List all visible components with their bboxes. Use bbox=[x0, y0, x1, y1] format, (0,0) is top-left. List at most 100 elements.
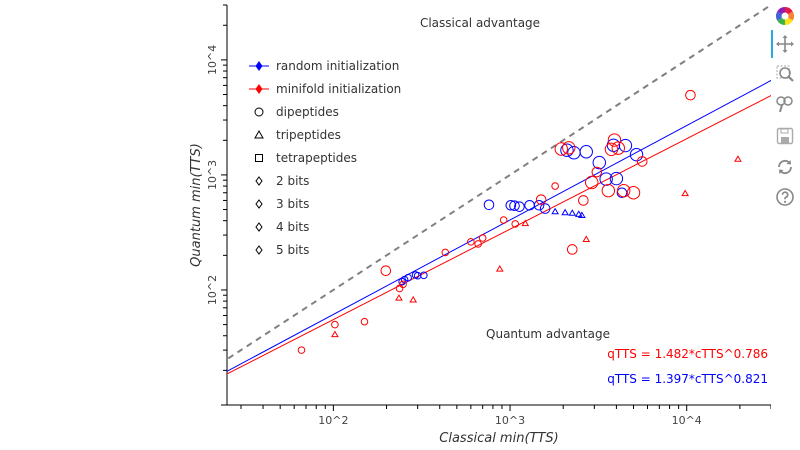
legend-entry: dipeptides bbox=[254, 105, 339, 119]
data-point-circle bbox=[554, 142, 568, 156]
data-point-triangle bbox=[681, 189, 690, 197]
data-point-circle bbox=[331, 320, 339, 329]
save-tool[interactable] bbox=[771, 122, 799, 150]
box-zoom-icon bbox=[776, 65, 794, 82]
bokeh-logo-icon bbox=[775, 6, 795, 26]
legend-entry: minifold initialization bbox=[249, 82, 401, 96]
data-point-circle bbox=[560, 143, 574, 157]
fit-label-minifold: qTTS = 1.482*cTTS^0.786 bbox=[607, 347, 768, 361]
data-point-circle bbox=[617, 183, 631, 198]
data-point-circle bbox=[478, 234, 487, 242]
reset-tool[interactable] bbox=[771, 153, 799, 181]
legend-label: 4 bits bbox=[276, 220, 309, 234]
x-axis-label: Classical min(TTS) bbox=[439, 431, 558, 446]
data-point-circle bbox=[636, 156, 648, 167]
box-zoom-tool[interactable] bbox=[771, 60, 799, 88]
data-point-circle bbox=[601, 183, 616, 198]
data-point-circle bbox=[567, 146, 581, 160]
data-point-circle bbox=[514, 201, 525, 212]
legend-entry: 3 bits bbox=[255, 197, 309, 211]
data-point-circle bbox=[579, 145, 593, 159]
legend-entry: random initialization bbox=[249, 59, 399, 73]
data-point-circle bbox=[629, 147, 644, 162]
data-point-circle bbox=[441, 248, 450, 257]
data-point-triangle bbox=[568, 209, 577, 216]
legend-triangle-marker bbox=[254, 129, 264, 139]
legend-label: tetrapeptides bbox=[276, 151, 357, 165]
wheel-zoom-tool[interactable] bbox=[771, 90, 799, 118]
save-icon bbox=[776, 127, 794, 145]
data-point-circle bbox=[467, 238, 475, 246]
random-fit-line bbox=[227, 79, 771, 372]
legend-label: 3 bits bbox=[276, 197, 309, 211]
data-point-triangle bbox=[574, 210, 583, 217]
data-point-circle bbox=[524, 199, 535, 211]
data-point-circle bbox=[505, 199, 517, 211]
plot-toolbar bbox=[771, 0, 800, 220]
data-point-triangle bbox=[582, 235, 591, 243]
data-point-circle bbox=[551, 182, 559, 190]
data-point-circle bbox=[611, 141, 625, 155]
x-tick-label: 10^2 bbox=[318, 414, 348, 427]
data-point-circle bbox=[535, 194, 547, 205]
data-point-triangle bbox=[561, 208, 569, 216]
y-tick-label: 10^4 bbox=[206, 45, 219, 75]
legend-diamond-marker bbox=[255, 84, 263, 94]
legend-entry: 4 bits bbox=[255, 220, 309, 234]
legend-diamond-marker bbox=[255, 61, 263, 71]
legend-entry: tripeptides bbox=[254, 128, 341, 142]
legend-entry: 2 bits bbox=[255, 174, 309, 188]
data-point-triangle bbox=[395, 294, 403, 301]
data-point-circle bbox=[562, 141, 576, 155]
legend-entry: 5 bits bbox=[255, 243, 309, 257]
data-point-circle bbox=[509, 200, 520, 212]
data-point-circle bbox=[607, 133, 622, 147]
pan-icon bbox=[776, 35, 794, 53]
pan-tool[interactable] bbox=[771, 30, 799, 58]
data-point-circle bbox=[380, 265, 392, 277]
data-point-circle bbox=[399, 280, 407, 289]
help-tool[interactable] bbox=[771, 183, 799, 211]
data-point-triangle bbox=[551, 207, 560, 215]
legend-circle-marker bbox=[254, 107, 264, 117]
y-tick-label: 10^2 bbox=[206, 275, 219, 305]
data-point-circle bbox=[591, 166, 603, 178]
fit-label-random: qTTS = 1.397*cTTS^0.821 bbox=[607, 372, 768, 386]
minifold-fit-line bbox=[227, 95, 771, 375]
legend-diamond-marker bbox=[255, 199, 263, 209]
legend-diamond-marker bbox=[255, 222, 263, 232]
legend-label: dipeptides bbox=[276, 105, 339, 119]
data-point-circle bbox=[616, 187, 628, 199]
bokeh-logo[interactable] bbox=[771, 2, 799, 30]
legend-diamond-marker bbox=[255, 176, 263, 186]
y-tick-label: 10^3 bbox=[206, 160, 219, 190]
quantum-advantage-label: Quantum advantage bbox=[486, 327, 610, 341]
data-point-circle bbox=[566, 244, 578, 255]
legend-square-marker bbox=[255, 154, 263, 162]
parity-diagonal-line bbox=[227, 5, 771, 361]
y-axis-label: Quantum min(TTS) bbox=[189, 143, 204, 267]
data-point-circle bbox=[474, 240, 482, 248]
data-point-triangle bbox=[521, 219, 530, 227]
data-point-triangle bbox=[331, 330, 339, 338]
data-points bbox=[297, 89, 742, 354]
data-point-triangle bbox=[734, 155, 742, 162]
legend-label: 5 bits bbox=[276, 243, 309, 257]
data-point-circle bbox=[420, 271, 428, 280]
data-point-circle bbox=[626, 186, 641, 200]
data-point-circle bbox=[483, 199, 495, 211]
data-point-circle bbox=[511, 220, 520, 228]
data-point-triangle bbox=[577, 211, 586, 218]
data-point-circle bbox=[404, 273, 412, 282]
data-point-circle bbox=[297, 346, 306, 354]
data-point-triangle bbox=[409, 295, 418, 303]
legend-label: random initialization bbox=[276, 59, 399, 73]
data-point-circle bbox=[499, 216, 508, 224]
legend: random initialization minifold initializa… bbox=[249, 59, 401, 257]
legend-entry: tetrapeptides bbox=[255, 151, 357, 165]
data-point-triangle bbox=[495, 265, 504, 272]
legend-label: 2 bits bbox=[276, 174, 309, 188]
scatter-plot: 10^2 10^3 10^4 10^2 10^3 10^4 Classical adva… bbox=[189, 4, 771, 446]
data-point-circle bbox=[618, 138, 633, 153]
x-tick-label: 10^4 bbox=[672, 414, 702, 427]
